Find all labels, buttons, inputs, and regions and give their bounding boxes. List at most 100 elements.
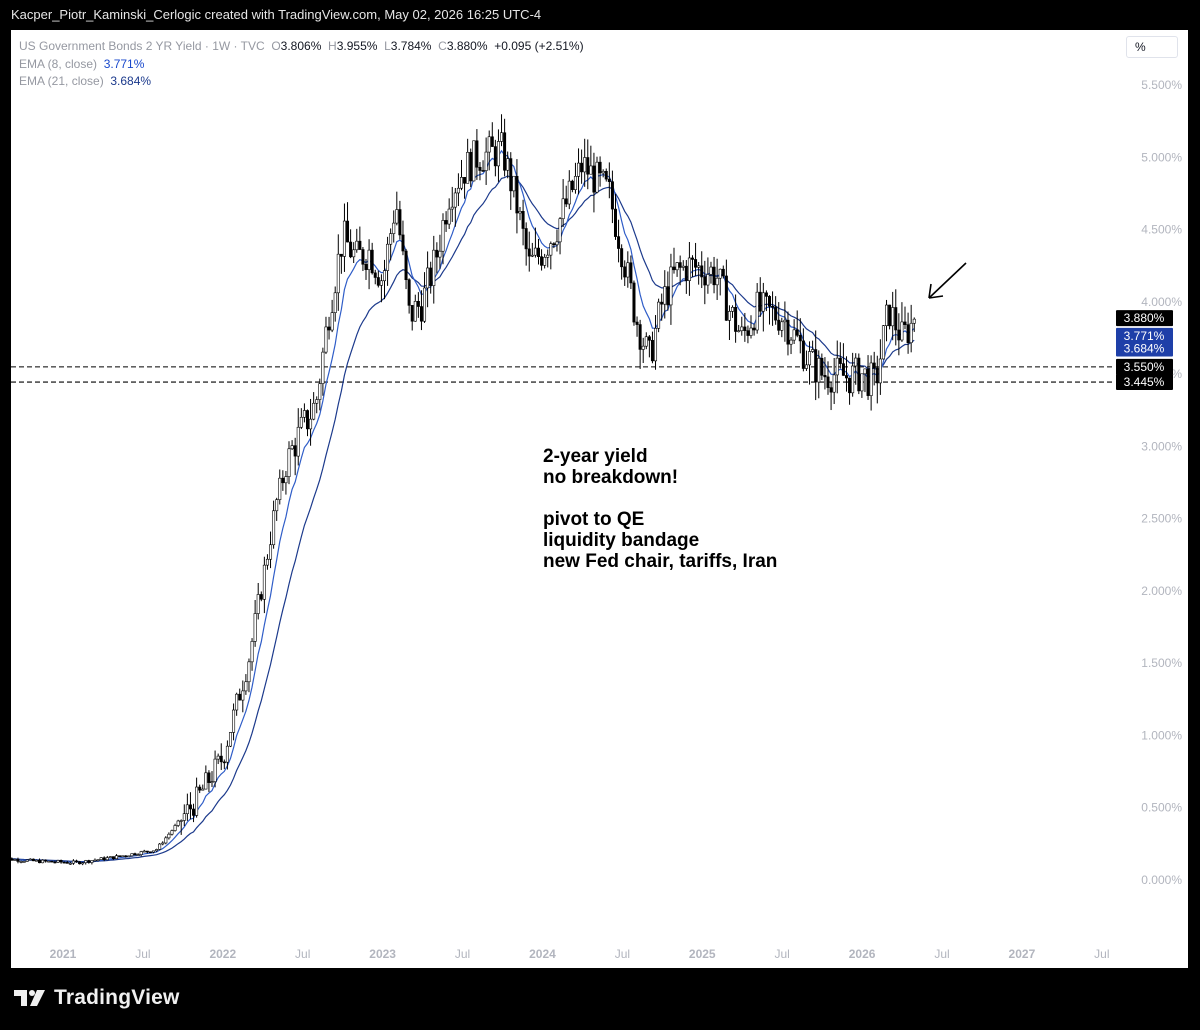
- ema8-line[interactable]: [11, 149, 915, 864]
- candle-body: [382, 270, 386, 282]
- candle-body: [475, 140, 479, 168]
- legend-ema8-row[interactable]: EMA (8, close) 3.771%: [19, 56, 584, 74]
- candle-body: [38, 859, 42, 864]
- candle-body: [361, 249, 365, 265]
- candle-body: [697, 265, 701, 268]
- candle-body: [444, 220, 448, 225]
- candle-body: [65, 862, 69, 864]
- candle-body: [50, 860, 54, 863]
- candle-body: [219, 755, 223, 763]
- candle-body: [373, 272, 377, 278]
- candle-body: [170, 830, 174, 835]
- candle-body: [540, 256, 544, 266]
- candle-body: [302, 410, 306, 418]
- candle-body: [801, 340, 805, 369]
- candle-body: [87, 860, 91, 863]
- candle-body: [44, 859, 48, 862]
- candle-body: [774, 306, 778, 321]
- candle-body: [305, 410, 309, 430]
- candle-body: [749, 327, 753, 336]
- candle-body: [832, 374, 836, 393]
- candle-body: [808, 351, 812, 366]
- candle-body: [746, 330, 750, 336]
- chart-canvas[interactable]: 0.000% 0.500% 1.000% 1.500% 2.000% 2.500% 3.00…: [11, 30, 1188, 968]
- candle-body: [139, 851, 143, 855]
- candle-body: [204, 772, 208, 790]
- candle-body: [19, 861, 23, 863]
- candle-body: [401, 234, 405, 252]
- candle-body: [53, 861, 57, 864]
- candle-body: [450, 206, 454, 210]
- candle-body: [145, 850, 149, 853]
- candle-body: [339, 253, 343, 257]
- candle-body: [96, 859, 100, 861]
- candle-body: [16, 859, 20, 862]
- candle-body: [767, 296, 771, 307]
- candle-body: [675, 262, 679, 271]
- candle-body: [28, 858, 32, 861]
- candle-body: [623, 266, 627, 278]
- chart-panel[interactable]: 0.000% 0.500% 1.000% 1.500% 2.000% 2.500% 3.00…: [11, 30, 1188, 968]
- candle-body: [626, 262, 630, 278]
- x-axis-tick-label: Jul: [1094, 947, 1109, 961]
- candle-body: [558, 218, 562, 243]
- candle-body: [453, 192, 457, 208]
- candle-body: [216, 755, 220, 760]
- candle-body: [561, 198, 565, 220]
- candle-body: [543, 257, 547, 266]
- candle-body: [817, 357, 821, 383]
- y-axis-tick-label: 1.000%: [1141, 728, 1182, 742]
- legend-low-value: 3.784%: [390, 39, 432, 53]
- candle-body: [786, 319, 790, 345]
- candle-body: [290, 445, 294, 450]
- candle-body: [47, 860, 51, 863]
- candle-body: [607, 178, 611, 182]
- candle-body: [386, 243, 390, 271]
- candle-body: [635, 321, 639, 325]
- candle-body: [503, 132, 507, 171]
- candle-body: [881, 325, 885, 360]
- candle-body: [59, 860, 63, 863]
- candle-body: [533, 247, 537, 256]
- candle-body: [299, 416, 303, 428]
- candle-body: [490, 136, 494, 147]
- candle-body: [783, 319, 787, 323]
- legend-ema8-label: EMA (8, close): [19, 56, 98, 71]
- legend-ema21-row[interactable]: EMA (21, close) 3.684%: [19, 73, 584, 91]
- candle-body: [155, 849, 159, 852]
- percent-scale-button[interactable]: %: [1126, 36, 1178, 58]
- y-axis-tick-label: 0.500%: [1141, 801, 1182, 815]
- candle-body: [272, 510, 276, 546]
- candle-body: [127, 855, 131, 858]
- candle-body: [315, 399, 319, 404]
- arrow-annotation-head[interactable]: [928, 283, 944, 299]
- price-tag: [1116, 374, 1173, 391]
- candle-body: [398, 209, 402, 236]
- candle-body: [481, 170, 485, 172]
- price-tag: [1116, 327, 1173, 344]
- tradingview-logo[interactable]: TradingView: [12, 986, 180, 1010]
- candle-body: [413, 300, 417, 322]
- arrow-annotation-shaft[interactable]: [928, 262, 967, 299]
- ema21-line[interactable]: [11, 175, 915, 863]
- candle-body: [404, 250, 408, 281]
- candle-body: [262, 564, 266, 600]
- candle-body: [463, 177, 467, 184]
- candle-body: [78, 861, 82, 865]
- candle-body: [795, 329, 799, 336]
- candle-body: [555, 241, 559, 246]
- candle-body: [161, 842, 165, 845]
- annotation-line: liquidity bandage: [543, 530, 700, 551]
- x-axis-tick-label: Jul: [615, 947, 630, 961]
- candle-body: [74, 860, 78, 863]
- candle-body: [724, 275, 728, 321]
- candle-body: [281, 477, 285, 484]
- legend-high-label: H: [328, 39, 337, 53]
- x-axis-tick-label: 2025: [689, 947, 716, 961]
- candle-body: [410, 305, 414, 322]
- candle-body: [789, 339, 793, 345]
- candle-body: [570, 180, 574, 190]
- candle-body: [71, 860, 75, 864]
- candle-body: [912, 318, 916, 324]
- candle-body: [777, 319, 781, 331]
